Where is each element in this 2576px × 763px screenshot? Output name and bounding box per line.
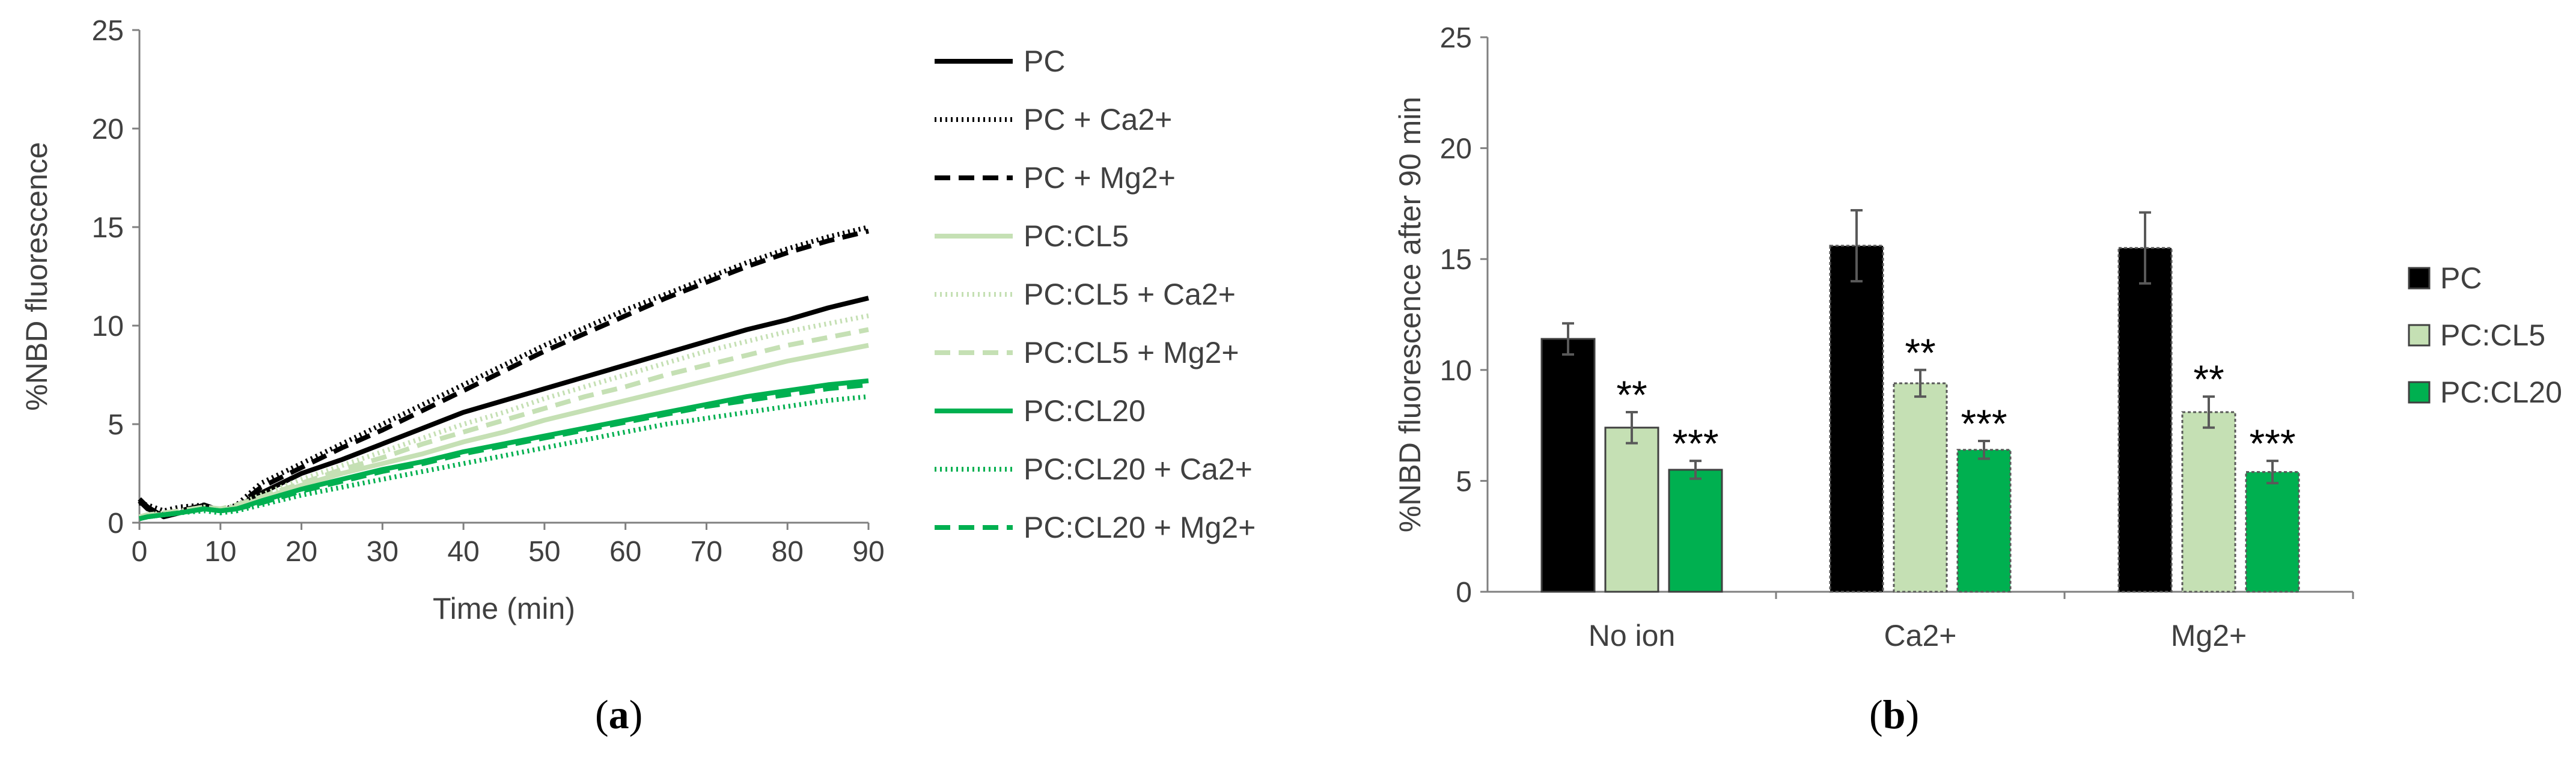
legend-label: PC:CL5	[1024, 219, 1129, 253]
y-tick-label: 20	[1440, 133, 1472, 165]
x-tick-label: 40	[447, 536, 479, 568]
series-line	[139, 394, 869, 521]
y-tick-label: 20	[92, 114, 124, 145]
x-axis-title: Time (min)	[433, 592, 575, 625]
panel-label-a-text: a	[608, 692, 629, 737]
y-tick-label: 10	[1440, 355, 1472, 387]
bar	[1668, 469, 1723, 593]
series-line	[138, 228, 869, 517]
legend-label: PC + Ca2+	[1024, 103, 1172, 136]
y-axis-title: %NBD fluorescence after 90 min	[1393, 97, 1427, 532]
y-tick-label: 15	[1440, 244, 1472, 276]
category-label: No ion	[1589, 619, 1676, 652]
panel-label-a-open: (	[595, 692, 609, 737]
significance-label: ***	[1672, 421, 1718, 466]
legend-label: PC:CL5 + Mg2+	[1024, 336, 1239, 369]
significance-label: ***	[2249, 421, 2295, 466]
legend-label: PC:CL20	[1024, 394, 1146, 428]
legend-swatch	[2408, 324, 2431, 347]
series-line	[139, 327, 869, 520]
series-line	[139, 382, 869, 521]
category-label: Ca2+	[1884, 619, 1957, 652]
legend-label: PC	[2440, 261, 2482, 295]
legend-label: PC:CL20 + Mg2+	[1024, 511, 1256, 544]
y-tick-label: 25	[92, 15, 124, 47]
legend-label: PC:CL20 + Ca2+	[1024, 452, 1253, 486]
x-tick-label: 0	[132, 536, 148, 568]
legend-swatch	[2408, 381, 2431, 404]
bar	[2245, 471, 2300, 593]
category-label: Mg2+	[2171, 619, 2247, 652]
x-tick-label: 10	[204, 536, 236, 568]
y-tick-label: 0	[108, 508, 124, 540]
significance-label: **	[2193, 357, 2224, 401]
y-tick-label: 25	[1440, 22, 1472, 54]
chart-b: 0 5 10 15 20 25 %NBD fluorescence after 90 min…	[1393, 22, 2562, 652]
x-tick-label: 80	[772, 536, 804, 568]
significance-label: **	[1905, 330, 1935, 375]
y-tick-label: 15	[92, 212, 124, 244]
x-tick-label: 60	[609, 536, 641, 568]
legend-swatch	[2408, 267, 2431, 290]
panel-label-a: (a)	[595, 691, 642, 738]
legend-label: PC + Mg2+	[1024, 161, 1176, 195]
bar	[1829, 245, 1884, 593]
panel-label-b-close: )	[1905, 692, 1920, 737]
legend-label: PC:CL5 + Ca2+	[1024, 278, 1236, 311]
y-tick-label: 10	[92, 311, 124, 342]
x-tick-label: 70	[691, 536, 722, 568]
legend-label: PC:CL20	[2440, 375, 2562, 409]
y-tick-label: 0	[1456, 577, 1472, 609]
significance-label: **	[1616, 372, 1647, 417]
bar	[1956, 449, 2012, 593]
y-tick-label: 5	[1456, 466, 1472, 497]
series-line	[138, 296, 869, 520]
series-line	[139, 313, 869, 520]
panel-label-b: (b)	[1869, 691, 1919, 738]
bar	[1604, 427, 1659, 593]
chart-a: 0 5 10 15 20 25 0 10 20 30 40 50 60 70 80 90 Time (min)%…	[20, 15, 1256, 625]
panel-label-b-open: (	[1869, 692, 1883, 737]
bar	[2117, 247, 2173, 593]
bar	[2181, 411, 2236, 593]
x-tick-label: 90	[852, 536, 884, 568]
legend-label: PC	[1024, 44, 1065, 78]
significance-label: ***	[1961, 401, 2007, 446]
x-tick-label: 30	[367, 536, 398, 568]
series-line	[139, 225, 869, 514]
x-tick-label: 20	[285, 536, 317, 568]
panel-label-a-close: )	[629, 692, 643, 737]
y-axis-title: %NBD fluorescence	[20, 142, 53, 410]
panel-label-b-text: b	[1882, 692, 1906, 737]
y-tick-label: 5	[108, 409, 124, 441]
legend-label: PC:CL5	[2440, 318, 2545, 352]
x-tick-label: 50	[528, 536, 560, 568]
bar	[1540, 338, 1596, 593]
bar	[1893, 382, 1948, 593]
